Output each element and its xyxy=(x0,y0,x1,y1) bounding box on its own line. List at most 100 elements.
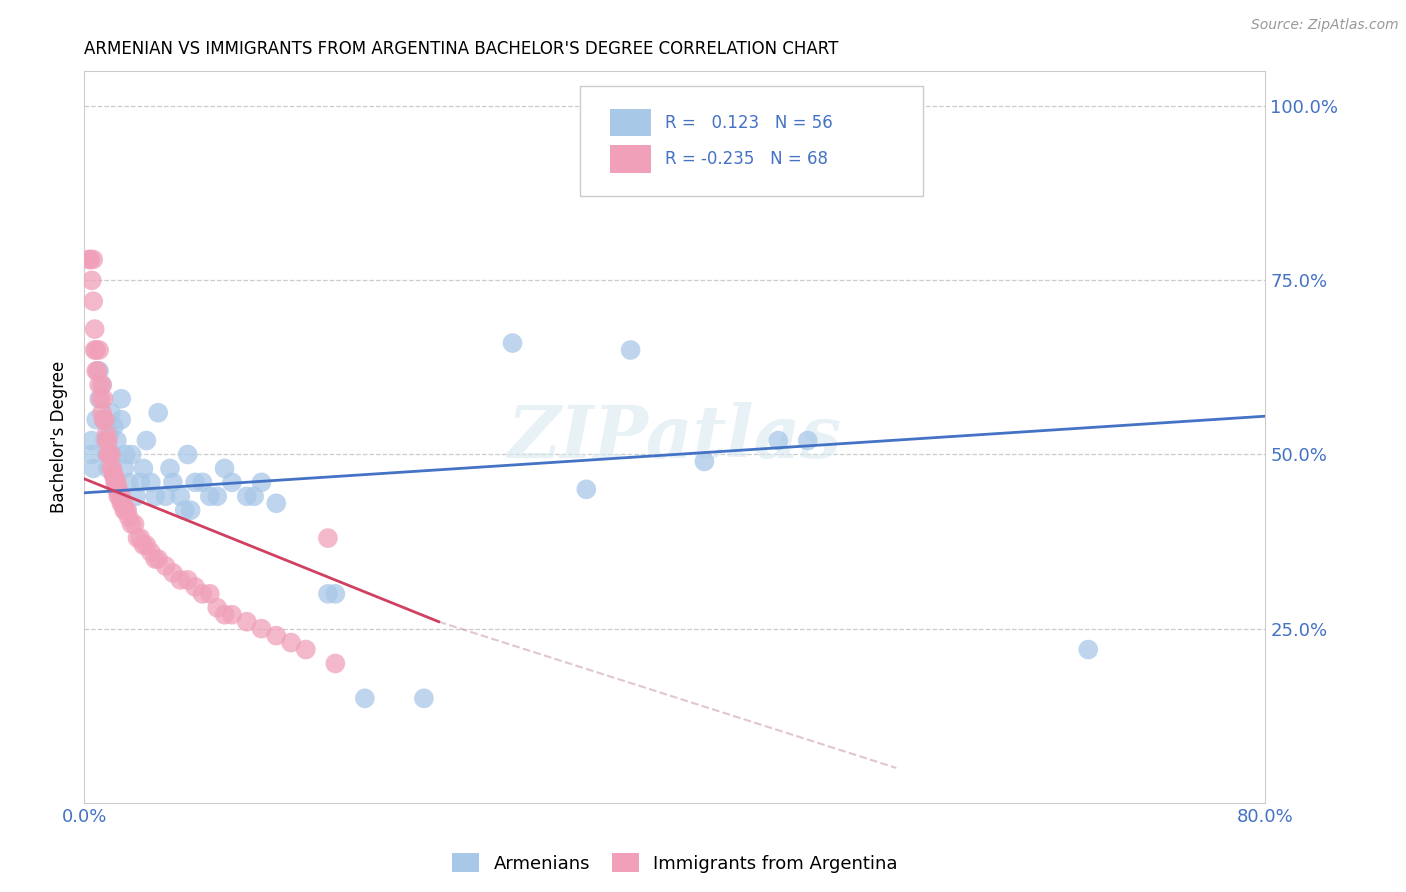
Point xyxy=(177,448,200,462)
Point xyxy=(105,434,128,448)
Point xyxy=(169,573,191,587)
Point xyxy=(250,475,273,490)
Point xyxy=(101,461,124,475)
Point xyxy=(91,377,114,392)
Text: ARMENIAN VS IMMIGRANTS FROM ARGENTINA BACHELOR'S DEGREE CORRELATION CHART: ARMENIAN VS IMMIGRANTS FROM ARGENTINA BA… xyxy=(84,40,839,58)
Point xyxy=(316,587,339,601)
Bar xyxy=(610,145,651,173)
Point xyxy=(107,483,129,497)
Point xyxy=(97,434,120,448)
Point xyxy=(236,615,259,629)
Point xyxy=(129,475,152,490)
Point xyxy=(84,412,107,426)
Point xyxy=(93,412,115,426)
Point xyxy=(221,607,243,622)
Point xyxy=(91,377,114,392)
Point xyxy=(112,461,135,475)
Point xyxy=(148,406,170,420)
Point xyxy=(101,448,124,462)
Point xyxy=(413,691,436,706)
Point xyxy=(100,461,122,475)
Point xyxy=(173,503,195,517)
Point xyxy=(96,448,118,462)
Point xyxy=(96,426,118,441)
Point xyxy=(143,552,166,566)
Point xyxy=(86,364,108,378)
Point xyxy=(110,489,132,503)
Point xyxy=(125,489,148,503)
Point xyxy=(105,483,128,497)
Point xyxy=(108,489,131,503)
Point xyxy=(97,448,120,462)
Point xyxy=(105,475,128,490)
Point xyxy=(619,343,641,357)
Point xyxy=(97,461,120,475)
Text: R =   0.123   N = 56: R = 0.123 N = 56 xyxy=(665,113,834,131)
Point xyxy=(110,392,132,406)
Point xyxy=(94,434,117,448)
Point xyxy=(121,517,143,532)
Point xyxy=(295,642,318,657)
Point xyxy=(180,503,202,517)
Point xyxy=(316,531,339,545)
Point xyxy=(191,587,214,601)
Point xyxy=(501,336,523,351)
Point xyxy=(132,538,155,552)
Point xyxy=(112,503,135,517)
Point xyxy=(198,587,221,601)
Point xyxy=(214,607,236,622)
Point xyxy=(89,343,111,357)
Point xyxy=(236,489,259,503)
Point xyxy=(127,531,149,545)
Bar xyxy=(610,109,651,136)
Point xyxy=(205,600,228,615)
Point xyxy=(93,392,115,406)
Legend: Armenians, Immigrants from Argentina: Armenians, Immigrants from Argentina xyxy=(443,844,907,881)
Point xyxy=(79,252,101,267)
Point xyxy=(135,538,157,552)
Y-axis label: Bachelor's Degree: Bachelor's Degree xyxy=(51,361,69,513)
Point xyxy=(114,448,136,462)
Point xyxy=(94,412,117,426)
Point xyxy=(243,489,266,503)
Point xyxy=(82,294,104,309)
Point xyxy=(264,496,288,510)
Point xyxy=(83,322,105,336)
Point xyxy=(111,496,134,510)
Point xyxy=(118,510,141,524)
Text: R = -0.235   N = 68: R = -0.235 N = 68 xyxy=(665,150,828,168)
Point xyxy=(162,566,184,580)
Point xyxy=(104,475,127,490)
Point xyxy=(91,406,114,420)
Point xyxy=(323,657,347,671)
Point xyxy=(214,461,236,475)
Point xyxy=(80,448,103,462)
Point xyxy=(89,364,111,378)
Point xyxy=(155,558,177,573)
Point xyxy=(82,252,104,267)
Point xyxy=(198,489,221,503)
Point xyxy=(354,691,377,706)
Point xyxy=(162,475,184,490)
Point xyxy=(124,517,146,532)
Point xyxy=(177,573,200,587)
Point xyxy=(93,412,115,426)
Point xyxy=(159,461,181,475)
Point xyxy=(169,489,191,503)
Point xyxy=(693,454,716,468)
Point xyxy=(114,503,136,517)
Point xyxy=(1077,642,1099,657)
Point xyxy=(796,434,818,448)
Point xyxy=(89,377,111,392)
Point xyxy=(110,496,132,510)
Point xyxy=(768,434,790,448)
Point xyxy=(121,448,143,462)
Point xyxy=(575,483,598,497)
Point xyxy=(110,412,132,426)
Point xyxy=(1329,120,1351,134)
Point xyxy=(264,629,288,643)
Point xyxy=(90,392,112,406)
Point xyxy=(135,434,157,448)
Point xyxy=(100,406,122,420)
Point xyxy=(103,419,125,434)
